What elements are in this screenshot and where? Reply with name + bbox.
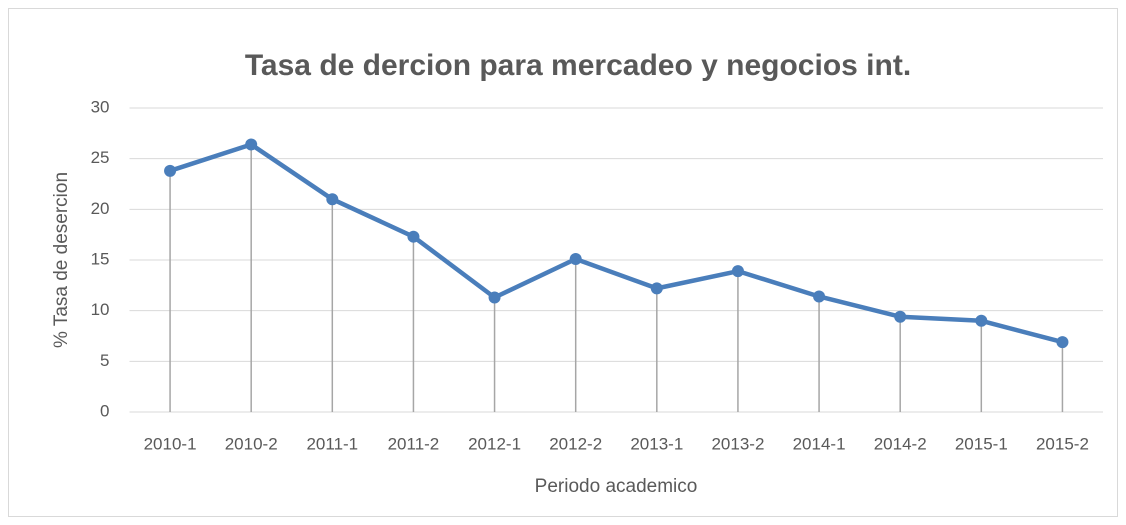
y-tick-label: 0 xyxy=(100,401,109,420)
y-tick-label: 30 xyxy=(91,97,110,116)
point xyxy=(164,164,177,177)
x-tick-label: 2011-2 xyxy=(388,434,440,453)
x-tick-label: 2015-1 xyxy=(955,434,1008,453)
x-tick-label: 2011-1 xyxy=(306,434,358,453)
x-tick-label: 2015-2 xyxy=(1036,434,1089,453)
x-tick-label: 2010-1 xyxy=(144,434,197,453)
x-tick-label: 2012-1 xyxy=(468,434,521,453)
x-tick-label: 2013-1 xyxy=(630,434,683,453)
x-tick-label: 2010-2 xyxy=(225,434,278,453)
point xyxy=(894,310,907,323)
y-tick-label: 10 xyxy=(91,300,110,319)
point xyxy=(407,230,420,243)
x-axis-title: Periodo academico xyxy=(535,476,698,497)
point xyxy=(488,291,501,304)
point xyxy=(731,265,744,278)
y-tick-label: 20 xyxy=(91,199,110,218)
x-tick-label: 2014-1 xyxy=(793,434,846,453)
y-axis-title: % Tasa de desercion xyxy=(51,172,72,348)
point xyxy=(326,193,339,206)
chart-border xyxy=(8,8,1118,517)
y-tick-label: 15 xyxy=(91,249,110,268)
x-tick-label: 2014-2 xyxy=(874,434,927,453)
point xyxy=(569,252,582,265)
y-tick-label: 25 xyxy=(91,148,110,167)
point xyxy=(245,138,258,151)
chart-title: Tasa de dercion para mercadeo y negocios… xyxy=(245,49,911,82)
point xyxy=(1056,336,1069,349)
y-tick-label: 5 xyxy=(100,351,109,370)
x-tick-label: 2013-2 xyxy=(711,434,764,453)
point xyxy=(650,282,663,295)
point xyxy=(975,314,988,327)
point xyxy=(813,290,826,303)
x-tick-label: 2012-2 xyxy=(549,434,602,453)
series-line xyxy=(169,142,1064,345)
